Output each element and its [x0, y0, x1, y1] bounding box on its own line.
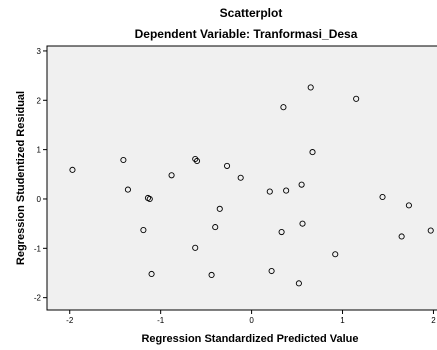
y-tick-label: -1	[34, 244, 42, 253]
scatter-point	[208, 271, 215, 279]
y-tick-label: 1	[37, 146, 42, 155]
scatter-point	[237, 174, 244, 181]
scatter-point	[309, 149, 316, 156]
scatter-points	[69, 84, 434, 287]
scatter-point	[332, 251, 339, 258]
scatter-point	[278, 228, 285, 236]
scatter-point	[223, 162, 231, 169]
scatter-point	[148, 270, 155, 278]
scatter-point	[146, 195, 153, 203]
scatter-point	[266, 188, 273, 195]
y-tick-label: 2	[37, 96, 42, 105]
x-axis-ticks: -2 -1 0 1 2	[66, 310, 436, 325]
y-axis-ticks: -2 -1 0 1 2 3	[34, 47, 47, 303]
x-tick-label: -2	[66, 316, 74, 325]
scatter-point	[124, 186, 131, 193]
scatter-point	[295, 280, 302, 287]
x-tick-label: 2	[431, 316, 436, 325]
scatter-point	[212, 224, 219, 231]
chart-subtitle: Dependent Variable: Tranformasi_Desa	[135, 27, 358, 41]
y-tick-label: 0	[37, 195, 42, 204]
scatter-point	[283, 187, 290, 194]
scatter-point	[398, 233, 405, 240]
x-tick-label: 0	[249, 316, 254, 325]
x-tick-label: -1	[157, 316, 165, 325]
y-tick-label: -2	[34, 294, 42, 303]
scatter-point	[299, 220, 306, 227]
scatter-point	[69, 166, 76, 173]
scatter-point	[192, 155, 199, 163]
scatter-point	[405, 202, 412, 209]
scatter-point	[193, 157, 201, 165]
x-axis-label: Regression Standardized Predicted Value	[141, 333, 358, 345]
scatter-point	[427, 227, 434, 234]
scatter-point	[298, 181, 305, 188]
scatter-point	[216, 205, 223, 212]
scatter-point	[192, 244, 199, 251]
x-tick-label: 1	[340, 316, 345, 325]
scatter-point	[268, 267, 275, 275]
scatter-point	[353, 95, 360, 102]
scatter-point	[280, 104, 287, 111]
scatter-point	[168, 172, 175, 179]
y-axis-label: Regression Studentized Residual	[15, 91, 27, 265]
scatter-point	[120, 156, 127, 164]
y-tick-label: 3	[37, 47, 42, 56]
scatter-point	[140, 227, 147, 234]
scatter-point	[379, 193, 386, 201]
scatter-point	[307, 84, 314, 91]
plot-area	[46, 45, 437, 311]
chart-title: Scatterplot	[220, 6, 283, 20]
